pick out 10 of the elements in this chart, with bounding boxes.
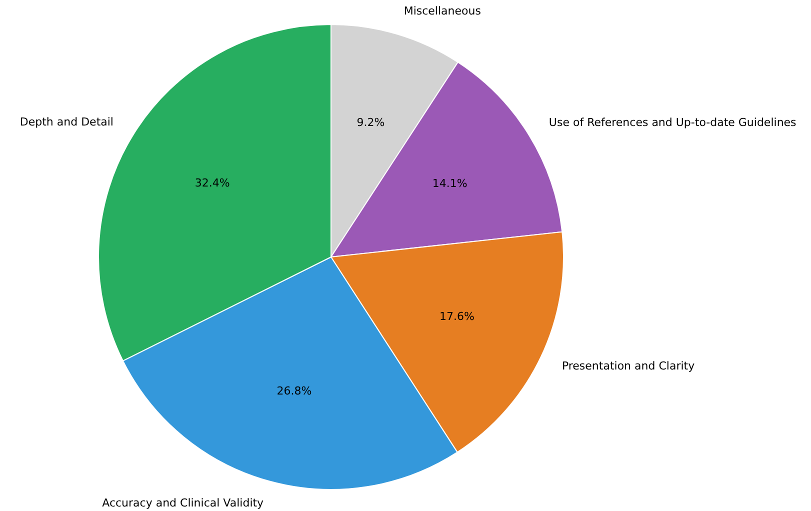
slice-label: Miscellaneous bbox=[404, 4, 482, 18]
data-label: 14.1% bbox=[432, 176, 468, 190]
slice-label: Use of References and Up-to-date Guidelines bbox=[548, 116, 797, 130]
data-label: 9.2% bbox=[356, 116, 385, 130]
slice-label: Presentation and Clarity bbox=[562, 360, 696, 373]
slice-label: Accuracy and Clinical Validity bbox=[102, 496, 264, 510]
data-label: 26.8% bbox=[276, 384, 312, 398]
slice-label: Depth and Detail bbox=[20, 115, 114, 128]
data-label: 32.4% bbox=[194, 176, 230, 190]
data-label: 17.6% bbox=[439, 310, 474, 323]
